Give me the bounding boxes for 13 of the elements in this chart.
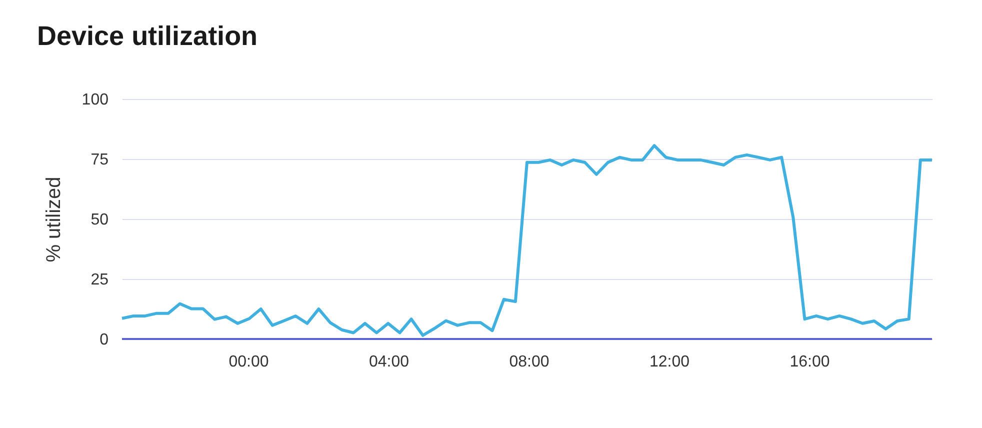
x-tick-label: 16:00 <box>790 354 830 370</box>
x-tick-label: 12:00 <box>649 354 690 370</box>
x-tick-label: 00:00 <box>228 354 269 370</box>
y-tick-label: 50 <box>90 212 109 228</box>
line-series <box>120 144 934 337</box>
y-tick-label: 25 <box>90 272 109 288</box>
x-tick-label: 04:00 <box>368 354 410 370</box>
y-tick-label: 100 <box>82 92 109 108</box>
y-tick-label: 75 <box>90 152 109 168</box>
y-tick-label: 0 <box>100 332 109 348</box>
x-tick-label: 08:00 <box>509 354 550 370</box>
y-axis-title: % utilized <box>42 176 65 262</box>
chart-title: Device utilization <box>37 21 258 51</box>
